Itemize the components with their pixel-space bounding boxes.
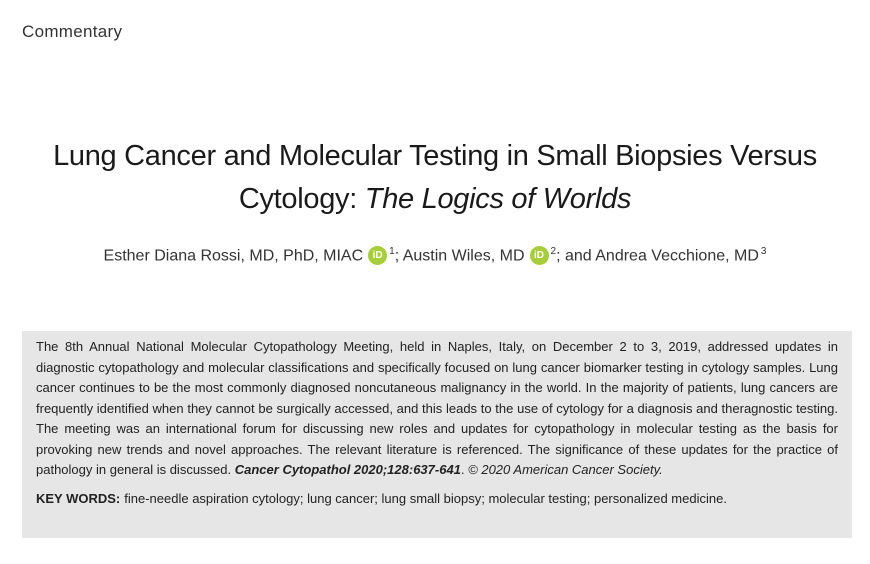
orcid-icon[interactable]: iD — [529, 246, 549, 266]
author-name: Andrea Vecchione, MD — [595, 247, 759, 265]
keywords-label: KEY WORDS: — [36, 490, 121, 506]
abstract-paragraph: The 8th Annual National Molecular Cytopa… — [36, 337, 838, 481]
author-name: Esther Diana Rossi, MD, PhD, MIAC — [103, 247, 364, 265]
orcid-icon[interactable]: iD — [368, 246, 388, 266]
abstract-text: The 8th Annual National Molecular Cytopa… — [36, 339, 838, 477]
keywords: KEY WORDS: fine-needle aspiration cytolog… — [36, 489, 838, 510]
citation[interactable]: Cancer Cytopathol 2020;128:637-641 — [234, 462, 461, 477]
affiliation: 1 — [389, 246, 395, 257]
title-subtitle: The Logics of Worlds — [364, 183, 632, 215]
author-name: Austin Wiles, MD — [402, 247, 525, 265]
section-label: Commentary — [22, 22, 123, 41]
separator: ; — [394, 247, 403, 265]
article-title: Lung Cancer and Molecular Testing in Sma… — [40, 135, 830, 221]
keywords-text: fine-needle aspiration cytology; lung ca… — [124, 490, 727, 506]
copyright: © 2020 American Cancer Society. — [468, 462, 663, 477]
abstract-box: The 8th Annual National Molecular Cytopa… — [22, 331, 852, 538]
separator: ; and — [556, 247, 596, 265]
affiliation: 2 — [550, 246, 557, 257]
affiliation: 3 — [760, 246, 767, 257]
citation-separator: . — [460, 462, 469, 477]
title-main: Lung Cancer and Molecular Testing in Sma… — [53, 140, 817, 215]
authors: Esther Diana Rossi, MD, PhD, MIAC iD 1; Au… — [0, 246, 870, 266]
